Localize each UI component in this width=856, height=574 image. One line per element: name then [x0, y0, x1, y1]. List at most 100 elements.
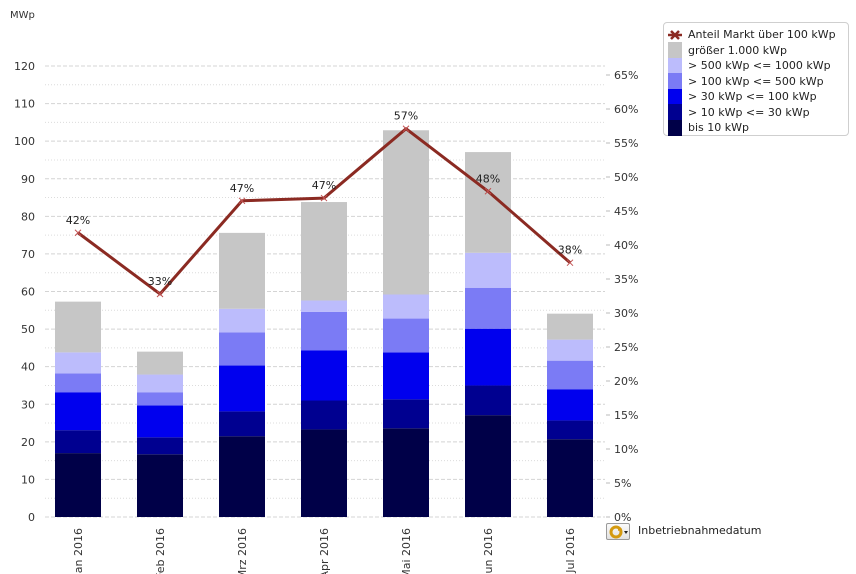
legend-item[interactable]: > 30 kWp <= 100 kWp: [668, 88, 842, 105]
bar-segment[interactable]: [301, 311, 347, 351]
legend-label: > 30 kWp <= 100 kWp: [688, 90, 817, 104]
bar-segment[interactable]: [383, 428, 429, 517]
bar-segment[interactable]: [55, 352, 101, 374]
bar-segment[interactable]: [301, 429, 347, 517]
bar-segment[interactable]: [383, 352, 429, 400]
bar-segment[interactable]: [137, 454, 183, 517]
bar-segment[interactable]: [465, 415, 511, 517]
legend-swatch: [668, 42, 682, 59]
y2-tick-label: 50%: [614, 171, 638, 184]
y-tick-label: 20: [21, 436, 35, 449]
x-tick-label: Mrz 2016: [236, 528, 249, 574]
bar-segment[interactable]: [383, 318, 429, 353]
x-tick-label: Jun 2016: [482, 528, 495, 574]
legend-label: > 100 kWp <= 500 kWp: [688, 74, 824, 88]
y-tick-label: 100: [14, 135, 35, 148]
y-axis-left: 0 10 20 30 40 50 60 70 80 90 100 110 120: [14, 60, 35, 524]
bar-segment[interactable]: [55, 301, 101, 353]
bar-segment[interactable]: [55, 392, 101, 431]
bar-segment[interactable]: [465, 287, 511, 329]
legend-item[interactable]: > 500 kWp <= 1000 kWp: [668, 57, 842, 74]
line-data-label: 48%: [476, 172, 500, 185]
bar-segment[interactable]: [301, 400, 347, 430]
bar-segment[interactable]: [55, 453, 101, 517]
cycle-dimension-icon: [609, 525, 628, 538]
bar-segment[interactable]: [301, 350, 347, 401]
line-data-label: 47%: [230, 182, 254, 195]
bar-segment[interactable]: [219, 308, 265, 333]
bar-segment[interactable]: [301, 300, 347, 312]
legend-item-line[interactable]: Anteil Markt über 100 kWp: [668, 27, 842, 43]
legend-label: größer 1.000 kWp: [688, 43, 787, 57]
cycle-dimension-button[interactable]: [606, 523, 630, 540]
line-data-label: 42%: [66, 214, 90, 227]
line-point-marker[interactable]: [320, 194, 328, 202]
bar-segment[interactable]: [547, 360, 593, 390]
bar-segment[interactable]: [465, 385, 511, 416]
legend-item[interactable]: > 100 kWp <= 500 kWp: [668, 73, 842, 90]
dimension-label: Inbetriebnahmedatum: [638, 524, 762, 537]
legend-swatch: [668, 119, 682, 136]
legend-item[interactable]: bis 10 kWp: [668, 119, 842, 136]
share-line: 42% 33% 47% 47% 57% 48% 38%: [66, 110, 582, 298]
y-tick-label: 70: [21, 248, 35, 261]
bar-segment[interactable]: [547, 420, 593, 440]
bar-segment[interactable]: [465, 252, 511, 288]
bar-segment[interactable]: [219, 436, 265, 517]
y-tick-label: 40: [21, 361, 35, 374]
bar-segment[interactable]: [547, 313, 593, 340]
bar-segment[interactable]: [55, 373, 101, 393]
y2-tick-label: 35%: [614, 273, 638, 286]
line-point-marker[interactable]: [156, 290, 164, 298]
bar-segment[interactable]: [219, 332, 265, 366]
y-axis-right: 0% 5% 10% 15% 20% 25% 30% 35% 40% 45% 50% 55% 60% 65%: [606, 69, 638, 524]
line-data-label: 57%: [394, 110, 418, 123]
y-tick-label: 60: [21, 286, 35, 299]
bar-segment[interactable]: [547, 389, 593, 421]
line-point-marker[interactable]: [74, 229, 82, 237]
legend-swatch: [668, 104, 682, 121]
bar-segment[interactable]: [547, 339, 593, 361]
bar-segment[interactable]: [137, 374, 183, 393]
bar-segment[interactable]: [219, 411, 265, 437]
y2-tick-label: 20%: [614, 375, 638, 388]
line-point-marker[interactable]: [238, 197, 246, 205]
line-data-label: 47%: [312, 179, 336, 192]
line-point-marker[interactable]: [566, 259, 574, 267]
bar-segment[interactable]: [383, 130, 429, 295]
x-tick-label: Apr 2016: [318, 528, 331, 574]
bar-segment[interactable]: [137, 392, 183, 406]
bar-segment[interactable]: [383, 294, 429, 319]
line-point-marker[interactable]: [484, 187, 492, 195]
x-tick-label: Jul 2016: [564, 528, 577, 574]
y2-tick-label: 10%: [614, 443, 638, 456]
bar-segment[interactable]: [137, 351, 183, 375]
bar-segment[interactable]: [219, 365, 265, 412]
bar-segment[interactable]: [465, 152, 511, 253]
bars: [55, 130, 593, 517]
y2-tick-label: 0%: [614, 511, 631, 524]
line-data-label: 33%: [148, 275, 172, 288]
bar-segment[interactable]: [55, 430, 101, 454]
bar-segment[interactable]: [301, 202, 347, 301]
line-data-label: 38%: [558, 244, 582, 257]
legend-item[interactable]: > 10 kWp <= 30 kWp: [668, 104, 842, 121]
legend-label: > 10 kWp <= 30 kWp: [688, 105, 810, 119]
bar-segment[interactable]: [465, 328, 511, 386]
bar-segment[interactable]: [383, 399, 429, 429]
bar-segment[interactable]: [137, 405, 183, 438]
y2-tick-label: 25%: [614, 341, 638, 354]
bar-segment[interactable]: [547, 439, 593, 517]
legend-item[interactable]: größer 1.000 kWp: [668, 42, 842, 59]
y-tick-label: 110: [14, 98, 35, 111]
legend-label: bis 10 kWp: [688, 121, 749, 135]
legend-label: Anteil Markt über 100 kWp: [688, 28, 836, 42]
y2-tick-label: 65%: [614, 69, 638, 82]
line-point-marker[interactable]: [402, 125, 410, 133]
line-marker-icon: [668, 28, 682, 42]
legend-label: > 500 kWp <= 1000 kWp: [688, 59, 831, 73]
y-axis-unit-label: MWp: [10, 10, 35, 21]
bar-segment[interactable]: [137, 437, 183, 455]
bar-segment[interactable]: [219, 232, 265, 309]
legend-swatch: [668, 73, 682, 90]
